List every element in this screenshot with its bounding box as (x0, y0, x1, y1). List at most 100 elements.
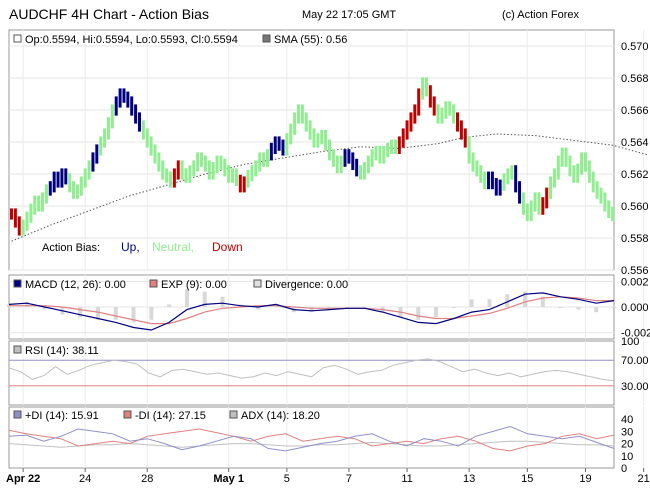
divergence-bar (505, 294, 510, 307)
dmi-tick-label: 30 (621, 426, 633, 438)
price-bar-neutral (436, 104, 440, 124)
sma-legend-swatch (262, 34, 271, 43)
price-bar-neutral (421, 77, 425, 100)
sma-line (11, 133, 648, 242)
price-bar-down (463, 128, 467, 148)
price-bar-neutral (440, 107, 444, 124)
divergence-bar (95, 307, 100, 320)
price-bar-down (17, 216, 21, 236)
price-bar-up (351, 152, 355, 170)
rsi-tick-label: 100 (621, 336, 639, 348)
price-bar-up (91, 152, 95, 172)
price-bar-neutral (366, 155, 370, 174)
price-bar-neutral (296, 104, 300, 124)
chart-title: AUDCHF 4H Chart - Action Bias (9, 6, 209, 22)
price-tick-label: 0.560 (621, 201, 649, 213)
price-bar-neutral (215, 155, 219, 174)
price-bar-neutral (506, 168, 510, 185)
price-bar-neutral (72, 181, 76, 199)
price-panel (8, 29, 615, 271)
price-bar-neutral (611, 206, 615, 222)
price-bar-neutral (475, 160, 479, 177)
exp-legend-swatch (149, 279, 158, 288)
divergence-bar (523, 291, 528, 307)
price-bar-neutral (44, 184, 48, 204)
price-bar-neutral (161, 160, 165, 180)
price-bar-neutral (603, 192, 607, 212)
price-bar-up (126, 91, 130, 108)
price-bar-neutral (145, 128, 149, 148)
price-bar-neutral (549, 176, 553, 199)
macd-tick-label: 0.000 (621, 302, 649, 314)
price-bar-neutral (560, 147, 564, 167)
price-tick-label: 0.556 (621, 265, 649, 277)
plus-di-legend: +DI (14): 15.91 (25, 410, 99, 422)
price-bar-up (343, 149, 347, 167)
price-bar-neutral (41, 192, 45, 212)
price-bar-neutral (99, 136, 103, 156)
divergence-legend-swatch (253, 279, 262, 288)
plus-di-legend-swatch (13, 410, 22, 419)
price-bar-down (401, 128, 405, 148)
time-tick-label: 13 (463, 473, 475, 485)
price-bar-neutral (75, 184, 79, 199)
time-tick-label: 7 (346, 473, 352, 485)
price-bar-up (273, 136, 277, 154)
price-bar-down (409, 112, 413, 132)
price-bar-up (48, 181, 52, 196)
price-bar-neutral (587, 160, 591, 183)
price-bar-up (514, 165, 518, 193)
divergence-bar (451, 307, 456, 308)
price-bar-down (428, 85, 432, 108)
price-bar-up (137, 112, 141, 132)
divergence-bar (558, 307, 563, 308)
price-bar-neutral (483, 171, 487, 190)
price-bar-neutral (246, 170, 250, 188)
price-bar-neutral (203, 155, 207, 172)
price-bar-neutral (37, 195, 41, 212)
divergence-bar (78, 307, 83, 318)
divergence-bar (24, 301, 29, 307)
price-bar-neutral (308, 120, 312, 140)
price-bar-neutral (285, 133, 289, 156)
rsi-tick-label: 30.00 (621, 381, 649, 393)
copyright: (c) Action Forex (502, 9, 580, 21)
rsi-legend-swatch (13, 345, 22, 354)
price-bar-neutral (25, 211, 29, 231)
price-bar-neutral (29, 203, 33, 223)
time-tick-label: 15 (521, 473, 533, 485)
price-bar-neutral (556, 155, 560, 180)
divergence-legend: Divergence: 0.00 (265, 279, 348, 291)
price-bar-down (417, 88, 421, 116)
divergence-bar (612, 307, 616, 308)
price-bar-neutral (106, 117, 110, 140)
sma-legend: SMA (55): 0.56 (274, 34, 347, 46)
price-bar-neutral (316, 133, 320, 148)
time-tick-label: May 1 (213, 473, 244, 485)
price-bar-neutral (265, 149, 269, 167)
price-bar-neutral (234, 168, 238, 186)
minus-di-line (8, 428, 615, 452)
exp-legend: EXP (9): 0.00 (161, 279, 227, 291)
time-tick-label: 24 (79, 473, 91, 485)
price-bar-down (405, 120, 409, 140)
price-bar-down (432, 96, 436, 116)
price-bar-neutral (502, 173, 506, 191)
price-bar-neutral (103, 128, 107, 148)
divergence-bar (345, 307, 350, 308)
bias-legend-neutral: Neutral, (152, 240, 194, 254)
ohlc-legend-swatch (13, 34, 22, 43)
divergence-bar (167, 304, 172, 307)
price-bar-neutral (293, 112, 297, 135)
price-bar-up (130, 96, 134, 116)
price-bar-neutral (200, 152, 204, 167)
price-bar-down (413, 104, 417, 124)
price-bar-neutral (33, 195, 37, 215)
price-bar-neutral (521, 192, 525, 215)
price-bar-neutral (180, 160, 184, 180)
price-bar-down (176, 160, 180, 180)
price-bar-neutral (227, 165, 231, 183)
price-bar-neutral (537, 192, 541, 215)
price-bar-up (494, 178, 498, 196)
price-tick-label: 0.558 (621, 233, 649, 245)
